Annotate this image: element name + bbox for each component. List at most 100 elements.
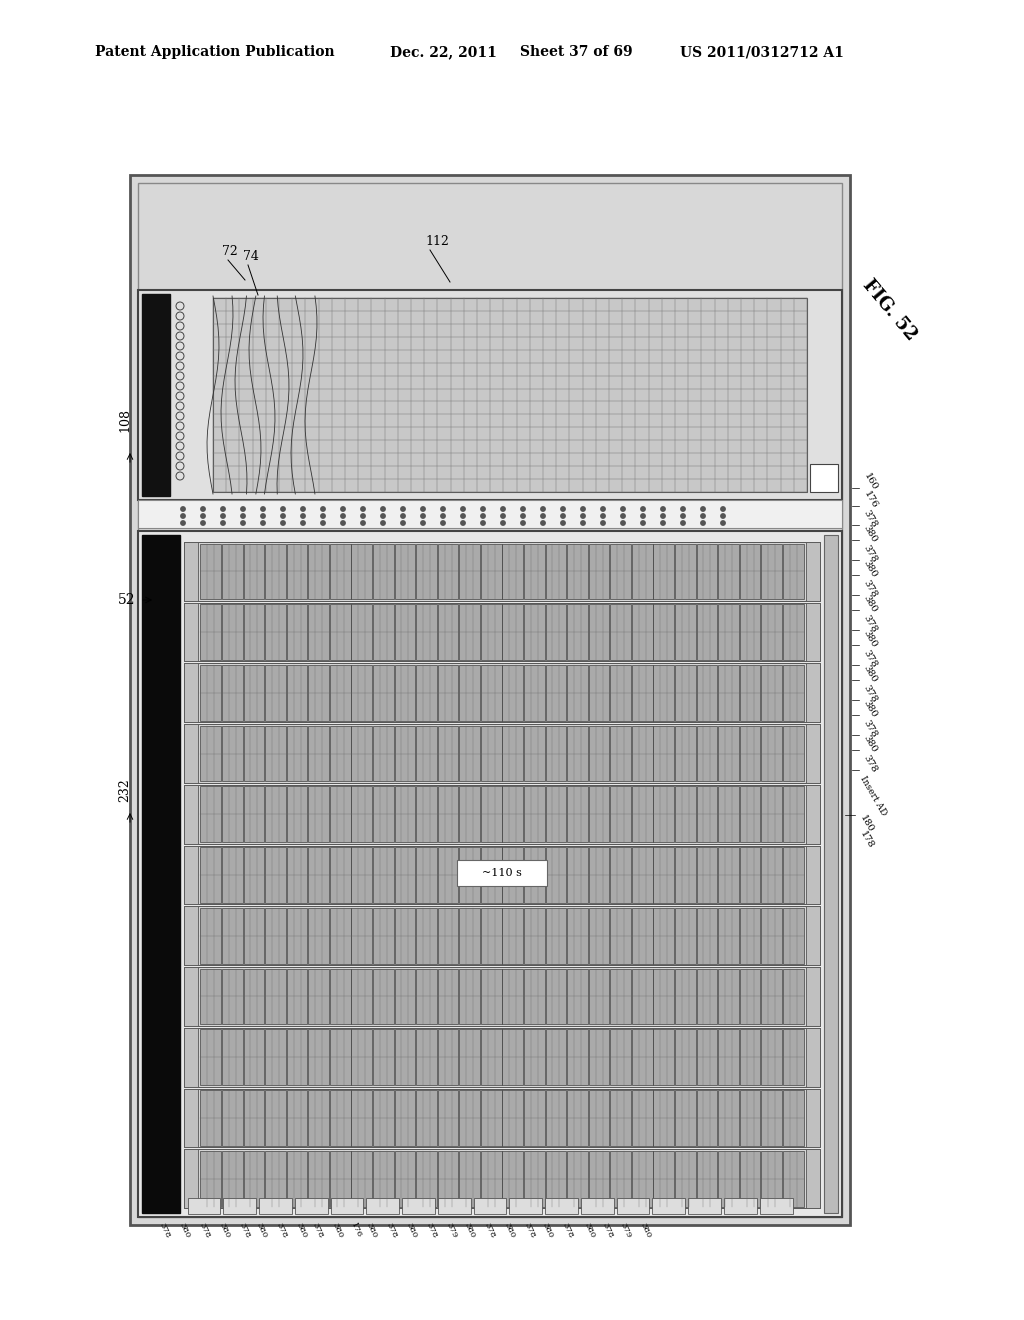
Bar [142, 294, 170, 496]
Circle shape [641, 513, 645, 519]
Bar [330, 1030, 350, 1085]
Circle shape [201, 513, 205, 519]
Text: 378: 378 [862, 578, 880, 599]
Bar [437, 1090, 459, 1146]
Bar [437, 908, 459, 964]
Bar [696, 1030, 718, 1085]
Text: 380: 380 [463, 1221, 477, 1239]
Bar [524, 787, 545, 842]
Bar [459, 847, 480, 903]
Circle shape [341, 507, 345, 511]
Bar [138, 290, 842, 500]
Bar [782, 1151, 804, 1206]
Bar [481, 605, 502, 660]
Circle shape [261, 513, 265, 519]
Bar [351, 544, 372, 599]
Bar [760, 1199, 793, 1214]
Bar [761, 969, 782, 1024]
Bar [459, 908, 480, 964]
Bar [524, 969, 545, 1024]
Circle shape [700, 521, 706, 525]
Bar [351, 1030, 372, 1085]
Bar [201, 908, 221, 964]
Bar [184, 603, 820, 661]
Bar [567, 665, 588, 721]
Bar [459, 1030, 480, 1085]
Bar [201, 544, 221, 599]
Bar [222, 605, 243, 660]
Circle shape [321, 521, 326, 525]
Bar [675, 726, 695, 781]
Bar [184, 846, 198, 904]
Bar [287, 726, 307, 781]
Bar [739, 665, 761, 721]
Text: Sheet 37 of 69: Sheet 37 of 69 [520, 45, 633, 59]
Bar [675, 969, 695, 1024]
Bar [223, 1199, 256, 1214]
Bar [739, 544, 761, 599]
Bar [503, 605, 523, 660]
Bar [782, 908, 804, 964]
Bar [265, 544, 286, 599]
Text: 52: 52 [118, 593, 135, 607]
Bar [653, 1090, 674, 1146]
Bar [437, 726, 459, 781]
Bar [308, 787, 329, 842]
Text: 380: 380 [331, 1221, 345, 1239]
Text: 176: 176 [862, 490, 880, 510]
Bar [459, 969, 480, 1024]
Bar [718, 1030, 739, 1085]
Bar [545, 1199, 578, 1214]
Bar [222, 847, 243, 903]
Bar [287, 787, 307, 842]
Circle shape [581, 513, 585, 519]
Circle shape [660, 507, 666, 511]
Bar [524, 847, 545, 903]
Bar [330, 544, 350, 599]
Bar [244, 726, 264, 781]
Text: 160: 160 [862, 471, 879, 492]
Bar [416, 1090, 437, 1146]
Bar [546, 605, 566, 660]
Circle shape [561, 521, 565, 525]
Bar [546, 908, 566, 964]
Bar [184, 968, 820, 1026]
Bar [806, 785, 820, 843]
Bar [287, 1151, 307, 1206]
Bar [503, 544, 523, 599]
Bar [265, 665, 286, 721]
Text: 380: 380 [639, 1221, 653, 1239]
Bar [567, 908, 588, 964]
Bar [394, 605, 416, 660]
Circle shape [681, 507, 685, 511]
Circle shape [421, 507, 425, 511]
Bar [459, 726, 480, 781]
Bar [330, 847, 350, 903]
Bar [184, 1028, 820, 1086]
Bar [373, 908, 394, 964]
Bar [632, 605, 652, 660]
Bar [308, 1090, 329, 1146]
Bar [184, 846, 820, 904]
Bar [761, 787, 782, 842]
Bar [351, 908, 372, 964]
Bar [739, 605, 761, 660]
Bar [761, 1151, 782, 1206]
Bar [201, 969, 221, 1024]
Bar [589, 1090, 609, 1146]
Bar [739, 726, 761, 781]
Bar [782, 1030, 804, 1085]
Text: 378: 378 [862, 718, 880, 739]
Text: 378: 378 [311, 1221, 325, 1239]
Bar [373, 665, 394, 721]
Bar [675, 787, 695, 842]
Bar [481, 1090, 502, 1146]
Bar [416, 605, 437, 660]
Bar [416, 908, 437, 964]
Bar [589, 726, 609, 781]
Bar [524, 908, 545, 964]
Bar [610, 544, 631, 599]
Circle shape [341, 513, 345, 519]
Bar [806, 664, 820, 722]
Bar [503, 1030, 523, 1085]
